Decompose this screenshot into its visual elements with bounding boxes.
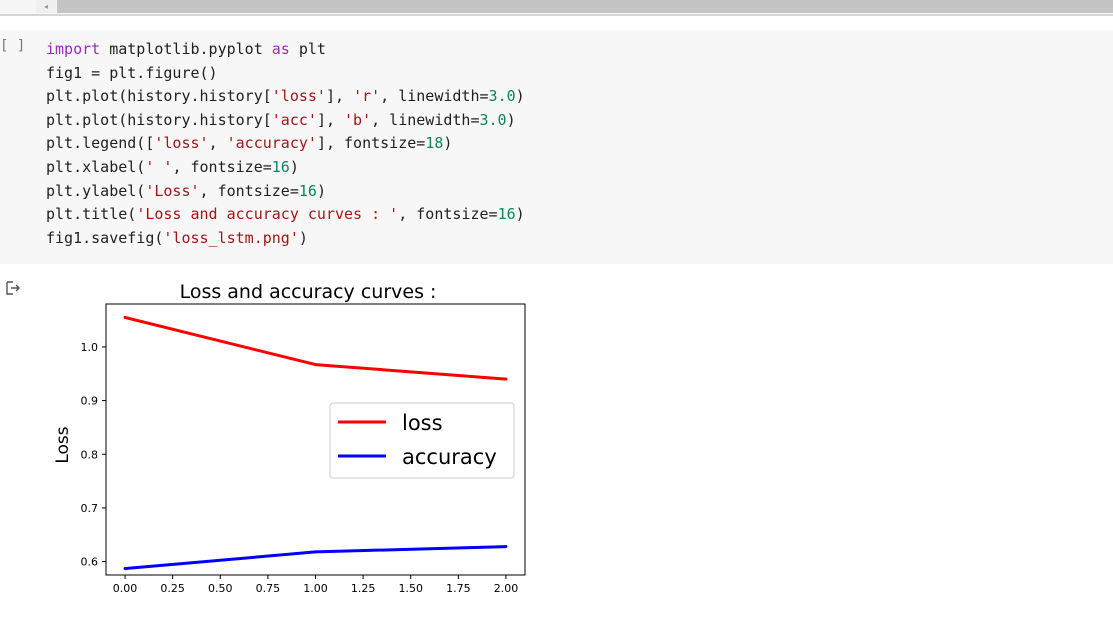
- code-token: 3.0: [488, 87, 516, 106]
- code-token: as: [271, 40, 290, 58]
- scroll-left-arrow-icon[interactable]: ◂: [36, 0, 56, 13]
- scrollbar-thumb[interactable]: [57, 0, 1113, 13]
- y-axis-label: Loss: [53, 426, 73, 463]
- legend-label-loss: loss: [402, 411, 443, 435]
- code-token: matplotlib.pyplot: [100, 40, 272, 58]
- series-line-loss: [124, 315, 507, 381]
- loss-accuracy-chart: Loss and accuracy curves : Loss 0.00 0.25…: [53, 281, 526, 595]
- chart-title: Loss and accuracy curves :: [180, 281, 437, 303]
- code-token: , linewidth=: [371, 110, 480, 129]
- x-tick-label: 1.50: [398, 582, 423, 595]
- code-token: 16: [271, 157, 290, 176]
- code-token: ], fontsize=: [316, 134, 426, 153]
- code-token: 'r': [353, 87, 381, 106]
- x-tick-label: 0.25: [160, 582, 185, 595]
- data-point-loss: [504, 377, 508, 381]
- code-token: ): [515, 87, 525, 106]
- x-tick-label: 0.75: [256, 582, 280, 595]
- code-token: 'Loss and accuracy curves : ': [136, 205, 399, 224]
- code-token: 'loss': [154, 134, 209, 153]
- code-token: plt.ylabel(: [46, 181, 146, 200]
- code-token: ],: [325, 87, 354, 106]
- horizontal-scrollbar[interactable]: ◂: [0, 0, 1113, 16]
- code-cell[interactable]: [0, 30, 1113, 264]
- x-tick-label: 0.50: [208, 582, 233, 595]
- legend-label-accuracy: accuracy: [402, 445, 497, 469]
- code-token: ' ': [145, 157, 173, 176]
- code-token: plt.xlabel(: [46, 157, 146, 176]
- code-token: plt.title(: [46, 205, 137, 224]
- data-point-accuracy: [123, 567, 127, 571]
- code-token: plt.plot(history.history[: [46, 87, 272, 106]
- code-token: plt.plot(history.history[: [46, 110, 272, 129]
- x-tick-label: 1.75: [446, 582, 471, 595]
- data-point-loss: [123, 315, 127, 319]
- code-token: ): [506, 110, 516, 129]
- code-token: , fontsize=: [199, 181, 299, 200]
- data-point-accuracy: [314, 550, 317, 554]
- output-arrow-icon: [6, 281, 20, 295]
- y-tick-label: 1.0: [81, 341, 99, 354]
- code-token: , fontsize=: [172, 157, 272, 176]
- code-token: , linewidth=: [380, 87, 489, 106]
- plot-layer: 0.00 0.25 0.50 0.75 1.00 1.25 1.50 1.75 2.00 0.6 0…: [81, 315, 519, 595]
- data-point-loss: [314, 363, 317, 367]
- code-token: 18: [425, 134, 444, 153]
- code-token: 16: [298, 181, 317, 200]
- data-point-accuracy: [504, 545, 508, 549]
- code-token: 'Loss': [145, 181, 200, 200]
- y-tick-label: 0.9: [81, 395, 99, 408]
- code-token: ): [443, 134, 453, 153]
- code-token: 3.0: [479, 110, 507, 129]
- y-tick-label: 0.8: [81, 448, 99, 461]
- code-token: ): [298, 228, 308, 247]
- x-tick-label: 1.25: [351, 582, 376, 595]
- x-tick-label: 0.00: [113, 582, 138, 595]
- code-token: , fontsize=: [398, 205, 498, 224]
- x-tick-label: 1.00: [303, 582, 328, 595]
- code-token: 'loss_lstm.png': [163, 228, 299, 247]
- code-editor[interactable]: import matplotlib.pyplot as plt fig1 = p…: [46, 38, 525, 250]
- code-token: 16: [497, 205, 516, 224]
- code-token: ],: [316, 110, 345, 129]
- series-line-accuracy: [124, 545, 507, 571]
- code-token: 'accuracy': [226, 134, 317, 153]
- code-token: 'loss': [271, 87, 326, 106]
- code-token: plt.legend([: [46, 134, 155, 153]
- code-token: 'acc': [271, 110, 317, 129]
- x-tick-label: 2.00: [494, 582, 519, 595]
- y-tick-label: 0.7: [81, 502, 99, 515]
- divider: [0, 14, 1113, 16]
- run-cell-button[interactable]: [ ]: [0, 38, 26, 54]
- code-token: fig1 = plt.figure(): [46, 63, 218, 82]
- code-token: 'b': [344, 110, 372, 129]
- code-token: plt: [289, 40, 326, 58]
- code-token: ): [316, 181, 326, 200]
- y-tick-label: 0.6: [81, 556, 99, 569]
- code-token: import: [46, 40, 101, 58]
- code-token: ): [515, 205, 525, 224]
- code-token: fig1.savefig(: [46, 228, 164, 247]
- code-token: ,: [208, 134, 227, 153]
- code-token: ): [289, 157, 299, 176]
- plot-frame: [105, 303, 526, 576]
- chart-legend: loss accuracy: [329, 402, 515, 479]
